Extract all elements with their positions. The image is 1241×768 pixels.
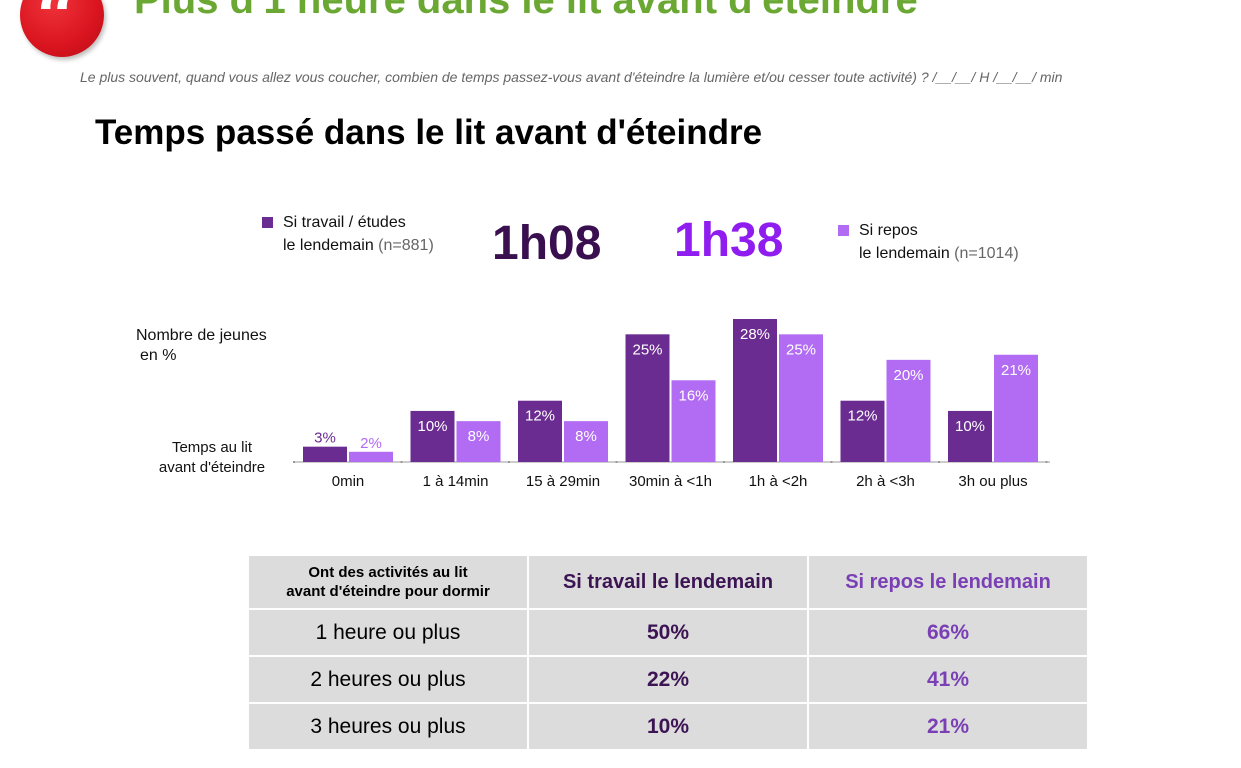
table-header-repos: Si repos le lendemain bbox=[807, 554, 1089, 610]
legend-repos-swatch bbox=[838, 225, 849, 236]
bar-travail bbox=[518, 400, 562, 462]
table-header-travail: Si travail le lendemain bbox=[527, 554, 809, 610]
x-axis-label: avant d'éteindre bbox=[159, 459, 265, 476]
data-label: 21% bbox=[1001, 362, 1031, 379]
bar-repos bbox=[779, 334, 823, 462]
x-tick-label: 2h à <3h bbox=[856, 473, 915, 490]
legend-repos-label: Si repos le lendemain (n=1014) bbox=[859, 219, 1019, 265]
average-repos: 1h38 bbox=[674, 214, 784, 267]
table-row: 2 heures ou plus 22% 41% bbox=[247, 655, 1089, 704]
legend-repos-line1: Si repos bbox=[859, 222, 918, 239]
x-axis-tick bbox=[615, 461, 618, 463]
legend-repos-n: (n=1014) bbox=[954, 245, 1019, 262]
quote-icon: “ bbox=[36, 0, 78, 57]
bar-chart: Nombre de jeunes en % Temps au lit avant d'… bbox=[136, 319, 1050, 490]
table-row: 3 heures ou plus 10% 21% bbox=[247, 702, 1089, 751]
bar-travail bbox=[410, 410, 455, 462]
legend-travail-n: (n=881) bbox=[378, 237, 434, 254]
table-cell-travail: 50% bbox=[527, 608, 809, 657]
y-axis-label: Nombre de jeunes bbox=[136, 327, 267, 344]
survey-question: Le plus souvent, quand vous allez vous c… bbox=[80, 69, 1063, 85]
x-tick-label: 1h à <2h bbox=[749, 473, 808, 490]
bar-travail bbox=[733, 319, 777, 462]
legend-travail-line1: Si travail / études bbox=[283, 214, 406, 231]
bar-repos bbox=[886, 359, 931, 462]
x-tick-label: 3h ou plus bbox=[958, 473, 1027, 490]
bar-repos bbox=[456, 421, 501, 462]
table-cell-travail: 22% bbox=[527, 655, 809, 704]
data-label: 25% bbox=[786, 341, 816, 358]
x-axis-tick bbox=[1045, 461, 1048, 463]
table-header-row: Ont des activités au lit avant d'éteindr… bbox=[247, 554, 1089, 610]
bar-travail bbox=[948, 410, 992, 462]
data-label: 10% bbox=[955, 418, 985, 435]
table-cell-duration: 3 heures ou plus bbox=[247, 702, 529, 751]
x-axis-tick bbox=[400, 461, 403, 463]
x-tick-label: 0min bbox=[332, 473, 365, 490]
data-label: 10% bbox=[417, 418, 447, 435]
x-tick-label: 30min à <1h bbox=[629, 473, 712, 490]
bar-repos bbox=[564, 421, 608, 462]
table-row: 1 heure ou plus 50% 66% bbox=[247, 608, 1089, 657]
table-header-activities: Ont des activités au lit avant d'éteindr… bbox=[247, 554, 529, 610]
table-cell-duration: 1 heure ou plus bbox=[247, 608, 529, 657]
bar-travail bbox=[840, 400, 885, 462]
legend-repos-line2: le lendemain bbox=[859, 245, 955, 262]
activities-table: Ont des activités au lit avant d'éteindr… bbox=[247, 554, 1089, 751]
data-label: 8% bbox=[468, 428, 490, 445]
chart-title: Temps passé dans le lit avant d'éteindre bbox=[95, 113, 763, 152]
data-label: 8% bbox=[575, 428, 597, 445]
y-axis-label: en % bbox=[140, 347, 176, 364]
legend-travail-swatch bbox=[262, 217, 273, 228]
table-cell-repos: 66% bbox=[807, 608, 1089, 657]
bar-travail bbox=[625, 334, 670, 462]
main-title: Plus d'1 heure dans le lit avant d'étein… bbox=[134, 0, 918, 22]
average-travail: 1h08 bbox=[492, 217, 602, 270]
x-tick-label: 1 à 14min bbox=[423, 473, 489, 490]
bar-repos bbox=[994, 354, 1038, 462]
x-axis-label: Temps au lit bbox=[172, 439, 253, 456]
data-label: 28% bbox=[740, 326, 770, 343]
bar-repos bbox=[671, 380, 716, 462]
x-axis-tick bbox=[938, 461, 940, 463]
table-header-line1: Ont des activités au lit bbox=[308, 564, 468, 581]
data-label: 25% bbox=[632, 341, 662, 358]
table-cell-travail: 10% bbox=[527, 702, 809, 751]
bar-travail bbox=[303, 446, 347, 462]
bar-repos bbox=[349, 451, 393, 462]
x-axis-tick bbox=[723, 461, 725, 463]
legend-travail-label: Si travail / études le lendemain (n=881) bbox=[283, 211, 434, 257]
x-axis-tick bbox=[293, 461, 295, 463]
x-axis-tick bbox=[508, 461, 510, 463]
table-cell-duration: 2 heures ou plus bbox=[247, 655, 529, 704]
data-label: 3% bbox=[314, 430, 336, 447]
table-cell-repos: 21% bbox=[807, 702, 1089, 751]
data-label: 20% bbox=[893, 367, 923, 384]
x-tick-label: 15 à 29min bbox=[526, 473, 600, 490]
data-label: 12% bbox=[847, 408, 877, 425]
table-cell-repos: 41% bbox=[807, 655, 1089, 704]
quote-logo: “ bbox=[20, 0, 104, 57]
data-label: 2% bbox=[360, 435, 382, 452]
legend-travail-line2: le lendemain bbox=[283, 237, 379, 254]
data-label: 16% bbox=[678, 387, 708, 404]
x-axis-tick bbox=[830, 461, 833, 463]
table-header-line2: avant d'éteindre pour dormir bbox=[286, 583, 490, 600]
data-label: 12% bbox=[525, 408, 555, 425]
